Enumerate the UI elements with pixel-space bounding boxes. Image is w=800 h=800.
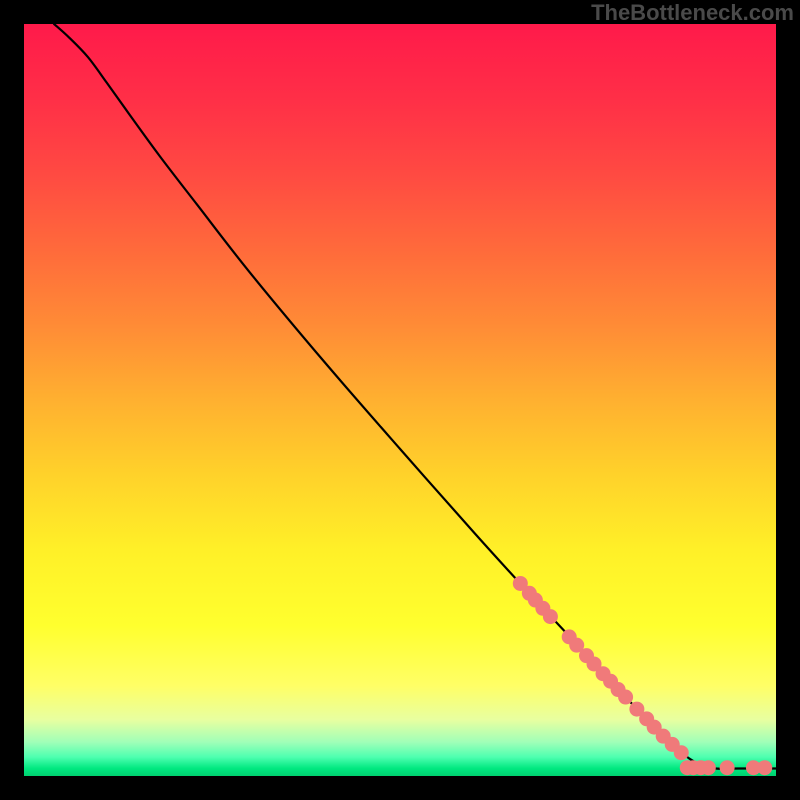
- data-marker: [757, 760, 772, 775]
- chart-svg: [24, 24, 776, 776]
- data-marker: [720, 760, 735, 775]
- gradient-background: [24, 24, 776, 776]
- watermark-text: TheBottleneck.com: [591, 0, 794, 26]
- data-marker: [701, 760, 716, 775]
- plot-area: [24, 24, 776, 776]
- chart-container: TheBottleneck.com: [0, 0, 800, 800]
- data-marker: [618, 690, 633, 705]
- data-marker: [543, 609, 558, 624]
- data-marker: [674, 745, 689, 760]
